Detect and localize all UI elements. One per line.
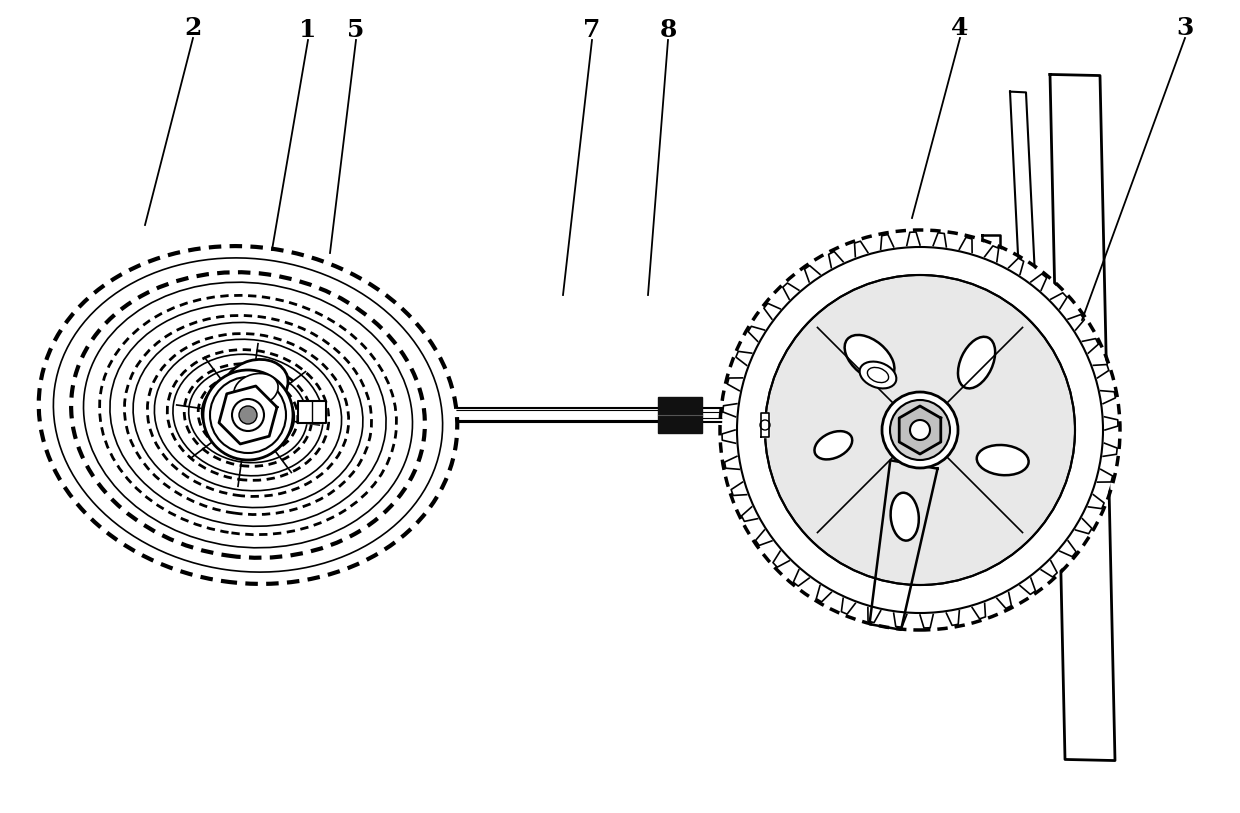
Polygon shape [658, 397, 702, 433]
Ellipse shape [224, 359, 288, 411]
Ellipse shape [959, 337, 996, 389]
Text: 4: 4 [951, 16, 968, 40]
Ellipse shape [167, 350, 329, 480]
Ellipse shape [185, 363, 311, 467]
Text: 8: 8 [660, 18, 677, 42]
Ellipse shape [859, 362, 897, 389]
Ellipse shape [234, 373, 278, 406]
Circle shape [890, 400, 950, 460]
Polygon shape [899, 406, 941, 454]
Ellipse shape [99, 295, 397, 535]
Ellipse shape [148, 333, 348, 497]
Polygon shape [298, 401, 326, 423]
Ellipse shape [71, 272, 425, 558]
Ellipse shape [198, 375, 298, 455]
Circle shape [210, 377, 286, 453]
Text: 2: 2 [185, 16, 202, 40]
Text: 7: 7 [583, 18, 600, 42]
Ellipse shape [206, 380, 290, 450]
Polygon shape [180, 408, 875, 422]
Ellipse shape [815, 431, 852, 459]
Circle shape [910, 420, 930, 440]
Ellipse shape [38, 246, 458, 584]
Polygon shape [370, 422, 410, 432]
Polygon shape [219, 386, 277, 444]
Circle shape [239, 406, 257, 424]
Circle shape [765, 275, 1075, 585]
Ellipse shape [977, 445, 1029, 476]
Polygon shape [1050, 75, 1115, 760]
Polygon shape [761, 413, 769, 437]
Circle shape [203, 370, 293, 460]
Circle shape [232, 399, 264, 431]
Ellipse shape [844, 335, 894, 380]
Text: 3: 3 [1177, 16, 1194, 40]
Ellipse shape [124, 315, 372, 515]
Polygon shape [155, 406, 195, 424]
Polygon shape [370, 398, 410, 408]
Circle shape [882, 392, 959, 468]
Polygon shape [1011, 92, 1047, 500]
Ellipse shape [890, 493, 919, 541]
Circle shape [722, 232, 1118, 628]
Polygon shape [982, 235, 999, 305]
Text: 1: 1 [299, 18, 316, 42]
Text: 5: 5 [347, 18, 365, 42]
Polygon shape [869, 460, 937, 630]
